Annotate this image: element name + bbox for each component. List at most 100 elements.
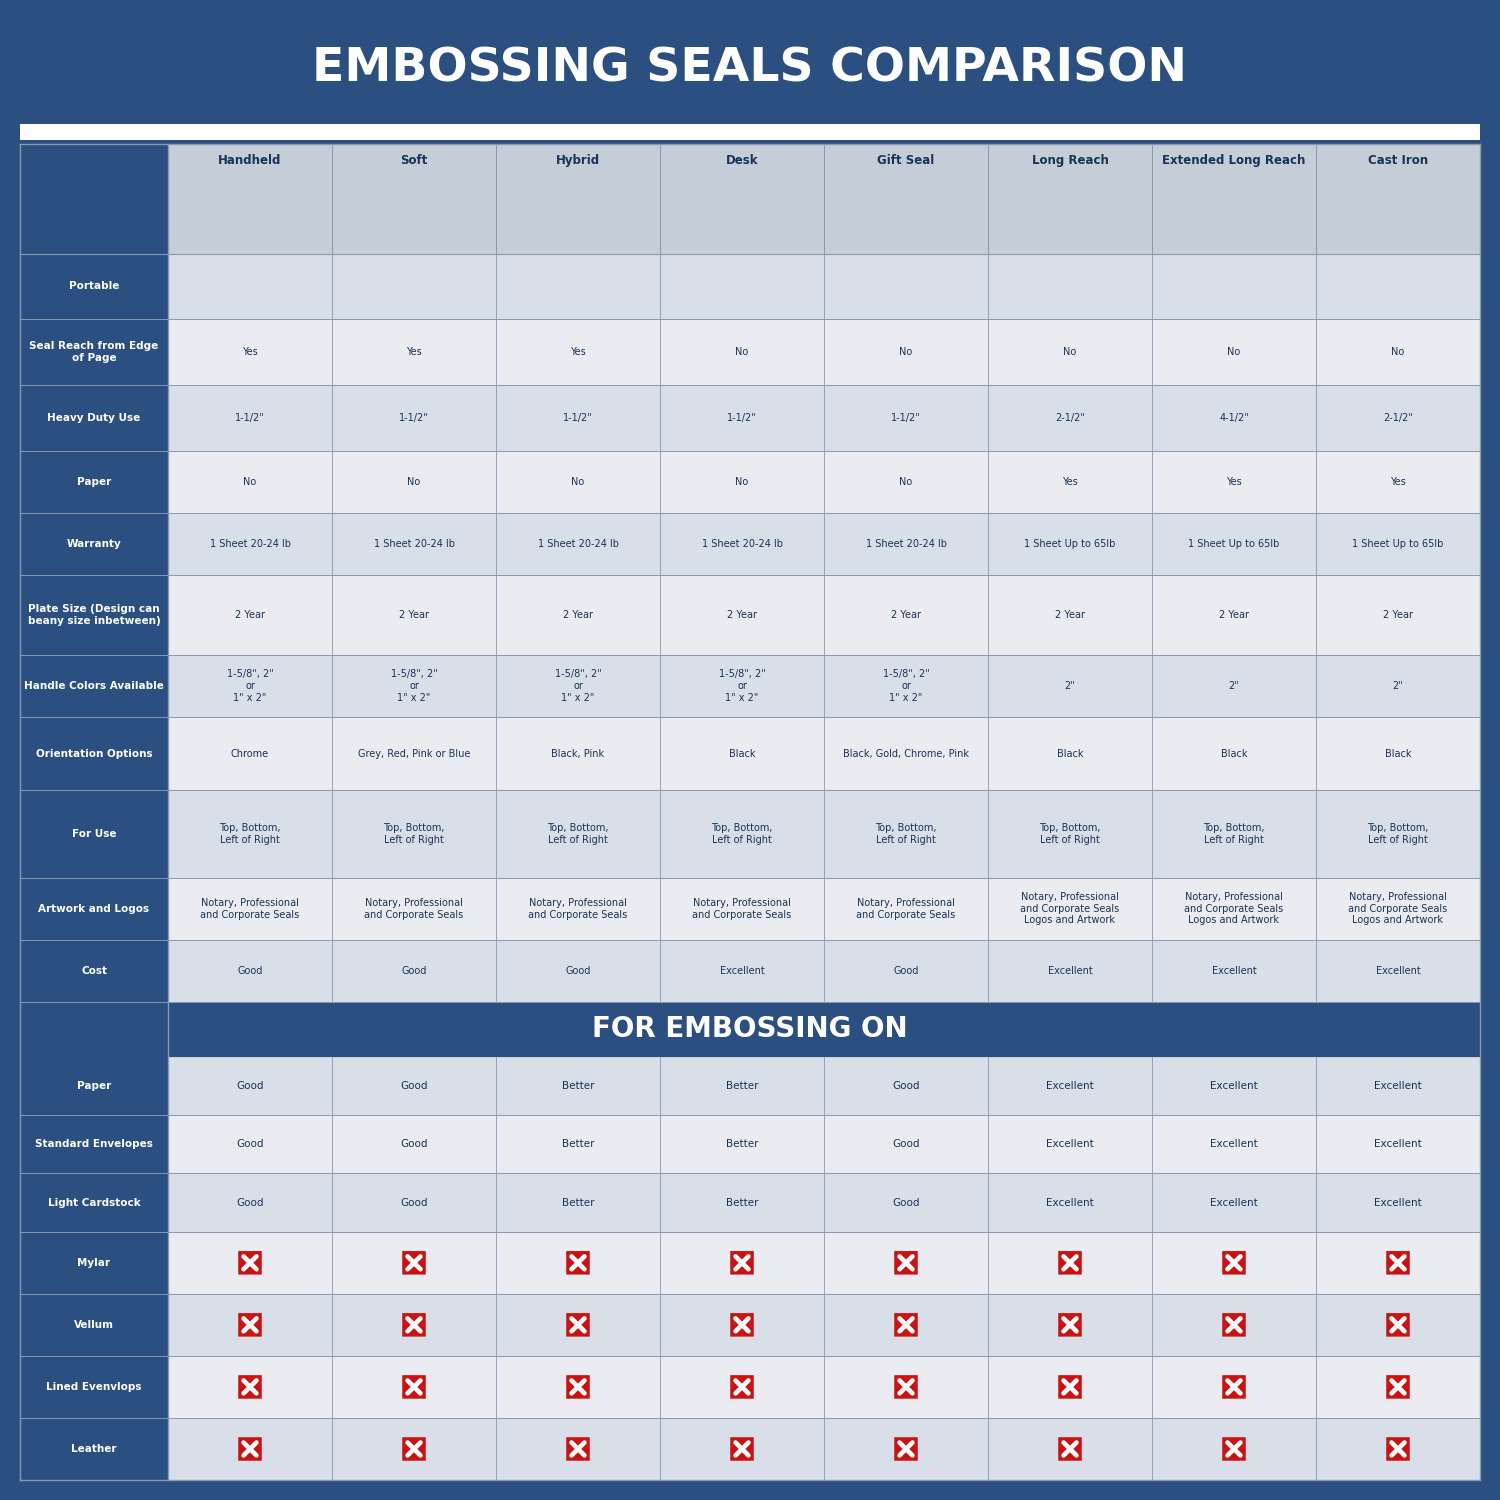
Text: Yes: Yes (1226, 477, 1242, 486)
Bar (168, 513, 332, 574)
Bar (988, 1232, 1152, 1294)
Bar (1152, 450, 1316, 513)
Text: Excellent: Excellent (1046, 1138, 1094, 1149)
Bar (1316, 656, 1480, 717)
Text: Good: Good (237, 966, 262, 976)
Bar (1316, 254, 1480, 320)
Bar (824, 144, 989, 254)
Bar (1152, 574, 1316, 656)
Bar (168, 1294, 332, 1356)
Bar (20, 1232, 168, 1294)
Bar (168, 254, 332, 320)
Text: Excellent: Excellent (1046, 1082, 1094, 1090)
Text: 1-5/8", 2"
or
1" x 2": 1-5/8", 2" or 1" x 2" (882, 669, 930, 702)
Bar (1152, 940, 1316, 1002)
Bar (824, 574, 989, 656)
Text: Long Reach: Long Reach (1032, 154, 1108, 166)
FancyBboxPatch shape (894, 1251, 918, 1275)
Text: Desk: Desk (726, 154, 758, 166)
Text: Warranty: Warranty (66, 538, 122, 549)
Bar (168, 878, 332, 940)
Bar (332, 1418, 496, 1480)
FancyBboxPatch shape (1222, 1251, 1246, 1275)
Text: Top, Bottom,
Left of Right: Top, Bottom, Left of Right (711, 824, 772, 844)
Bar (660, 450, 824, 513)
Bar (1152, 144, 1316, 254)
Bar (168, 1056, 332, 1114)
FancyBboxPatch shape (1386, 1251, 1410, 1275)
Bar (660, 878, 824, 940)
Bar (20, 878, 168, 940)
Bar (824, 656, 989, 717)
Bar (332, 450, 496, 513)
Text: No: No (735, 477, 748, 486)
Text: Soft: Soft (400, 154, 427, 166)
Bar (168, 450, 332, 513)
Bar (496, 1173, 660, 1232)
Bar (20, 254, 168, 320)
Bar (660, 320, 824, 386)
Bar (824, 940, 989, 1002)
Bar (988, 1294, 1152, 1356)
FancyBboxPatch shape (566, 1312, 590, 1336)
Bar (332, 940, 496, 1002)
Text: 1-5/8", 2"
or
1" x 2": 1-5/8", 2" or 1" x 2" (718, 669, 765, 702)
Text: Good: Good (400, 1197, 427, 1208)
Text: Notary, Professional
and Corporate Seals
Logos and Artwork: Notary, Professional and Corporate Seals… (1020, 892, 1119, 926)
Text: Top, Bottom,
Left of Right: Top, Bottom, Left of Right (1040, 824, 1101, 844)
Bar (332, 790, 496, 877)
Bar (20, 1173, 168, 1232)
Text: Chrome: Chrome (231, 748, 268, 759)
Bar (1316, 513, 1480, 574)
Bar (496, 1418, 660, 1480)
Bar (1152, 1356, 1316, 1418)
Bar (1316, 450, 1480, 513)
Text: 1-1/2": 1-1/2" (236, 413, 266, 423)
Text: Notary, Professional
and Corporate Seals
Logos and Artwork: Notary, Professional and Corporate Seals… (1348, 892, 1448, 926)
Text: For Use: For Use (72, 830, 117, 839)
Bar (988, 574, 1152, 656)
Text: Good: Good (892, 1197, 920, 1208)
Text: Grey, Red, Pink or Blue: Grey, Red, Pink or Blue (358, 748, 470, 759)
Bar (20, 1002, 1480, 1056)
Text: 2": 2" (1065, 681, 1076, 692)
Text: Good: Good (892, 1082, 920, 1090)
FancyBboxPatch shape (402, 1437, 426, 1461)
Text: Leather: Leather (72, 1444, 117, 1454)
Bar (20, 124, 1480, 140)
Bar (168, 1114, 332, 1173)
Text: Extended Long Reach: Extended Long Reach (1162, 154, 1305, 166)
Text: Handheld: Handheld (219, 154, 282, 166)
Bar (168, 386, 332, 450)
Bar (1152, 513, 1316, 574)
Bar (1316, 1056, 1480, 1114)
Text: Plate Size (Design can
beany size inbetween): Plate Size (Design can beany size inbetw… (27, 604, 160, 625)
Text: Better: Better (726, 1138, 758, 1149)
Text: No: No (900, 477, 912, 486)
Bar (20, 13, 1480, 125)
Bar (168, 940, 332, 1002)
Text: 2-1/2": 2-1/2" (1383, 413, 1413, 423)
Bar (168, 717, 332, 791)
Bar (1316, 878, 1480, 940)
Text: No: No (735, 346, 748, 357)
Text: 4-1/2": 4-1/2" (1220, 413, 1250, 423)
Bar (660, 386, 824, 450)
FancyBboxPatch shape (894, 1312, 918, 1336)
Bar (988, 320, 1152, 386)
Bar (1152, 717, 1316, 791)
Text: 2 Year: 2 Year (562, 610, 592, 620)
Bar (332, 320, 496, 386)
Bar (496, 450, 660, 513)
Bar (168, 1173, 332, 1232)
Bar (1316, 717, 1480, 791)
Text: 2 Year: 2 Year (399, 610, 429, 620)
Text: Excellent: Excellent (1210, 1082, 1258, 1090)
Bar (1316, 320, 1480, 386)
Text: 2 Year: 2 Year (728, 610, 758, 620)
Bar (988, 717, 1152, 791)
Text: 2-1/2": 2-1/2" (1054, 413, 1084, 423)
Bar (1316, 790, 1480, 877)
FancyBboxPatch shape (238, 1376, 262, 1398)
Bar (168, 574, 332, 656)
